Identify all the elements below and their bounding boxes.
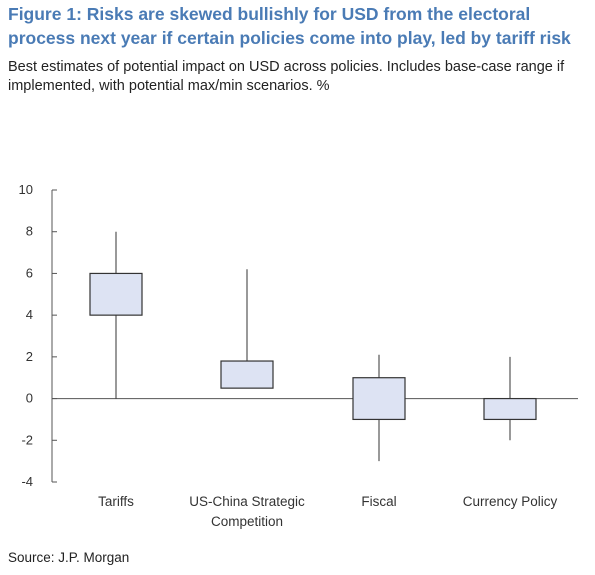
y-tick-label: 0 bbox=[26, 391, 33, 406]
x-category-label: Currency Policy bbox=[463, 494, 558, 509]
x-category-label: Tariffs bbox=[98, 494, 134, 509]
chart-title: Figure 1: Risks are skewed bullishly for… bbox=[8, 4, 571, 48]
source-note: Source: J.P. Morgan bbox=[8, 550, 130, 565]
y-tick-label: -2 bbox=[21, 432, 33, 447]
chart-subtitle: Best estimates of potential impact on US… bbox=[8, 59, 565, 94]
range-box bbox=[352, 377, 406, 421]
y-tick-label: 4 bbox=[26, 307, 33, 322]
range-box bbox=[220, 360, 274, 389]
y-tick-label: 6 bbox=[26, 265, 33, 280]
y-tick-label: 10 bbox=[19, 182, 33, 197]
y-tick-label: 8 bbox=[26, 224, 33, 239]
x-category-label: Competition bbox=[211, 514, 283, 529]
range-box bbox=[89, 272, 143, 316]
x-category-label: Fiscal bbox=[361, 494, 396, 509]
x-category-label: US-China Strategic bbox=[189, 494, 305, 509]
y-tick-label: -4 bbox=[21, 474, 33, 489]
range-box bbox=[483, 397, 537, 421]
y-tick-label: 2 bbox=[26, 349, 33, 364]
